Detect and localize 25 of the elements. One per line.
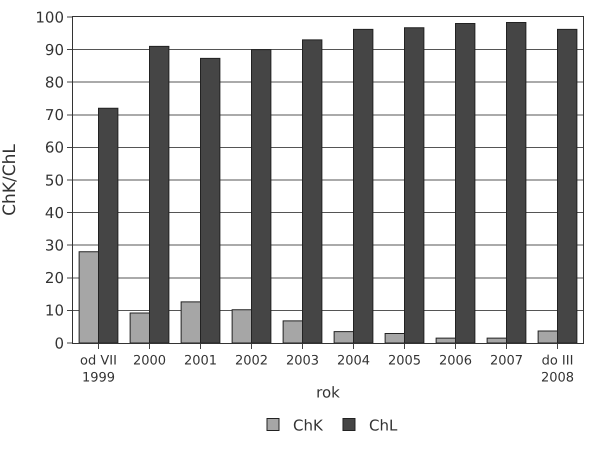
x-tick-label: 2005 bbox=[388, 354, 422, 369]
y-axis-title: ChK/ChL bbox=[0, 144, 20, 216]
y-tick-label: 50 bbox=[44, 171, 64, 190]
y-tick-label: 10 bbox=[44, 302, 64, 320]
x-tick-label: 2006 bbox=[438, 354, 472, 369]
y-tick-label: 90 bbox=[44, 40, 64, 59]
legend-label: ChK bbox=[293, 416, 324, 434]
y-tick-label: 100 bbox=[35, 8, 64, 26]
y-tick-label: 60 bbox=[44, 138, 64, 157]
x-tick-label: 2001 bbox=[184, 354, 218, 369]
y-tick-label: 80 bbox=[44, 73, 64, 92]
y-tick-label: 0 bbox=[54, 334, 64, 352]
x-tick-label: do III 2008 bbox=[540, 354, 574, 386]
y-tick-label: 70 bbox=[44, 106, 64, 124]
x-tick-label: od VII 1999 bbox=[80, 354, 117, 386]
x-tick-label: 2007 bbox=[490, 354, 524, 369]
y-tick-label: 20 bbox=[44, 269, 64, 288]
x-tick-label: 2000 bbox=[132, 354, 166, 369]
x-tick-label: 2002 bbox=[234, 354, 268, 369]
x-tick-label: 2003 bbox=[286, 354, 320, 369]
x-axis-title: rok bbox=[316, 384, 340, 402]
legend-label: ChL bbox=[368, 416, 398, 434]
y-tick-label: 40 bbox=[44, 204, 64, 222]
x-tick-label: 2004 bbox=[336, 354, 370, 369]
y-tick-label: 30 bbox=[44, 236, 64, 254]
